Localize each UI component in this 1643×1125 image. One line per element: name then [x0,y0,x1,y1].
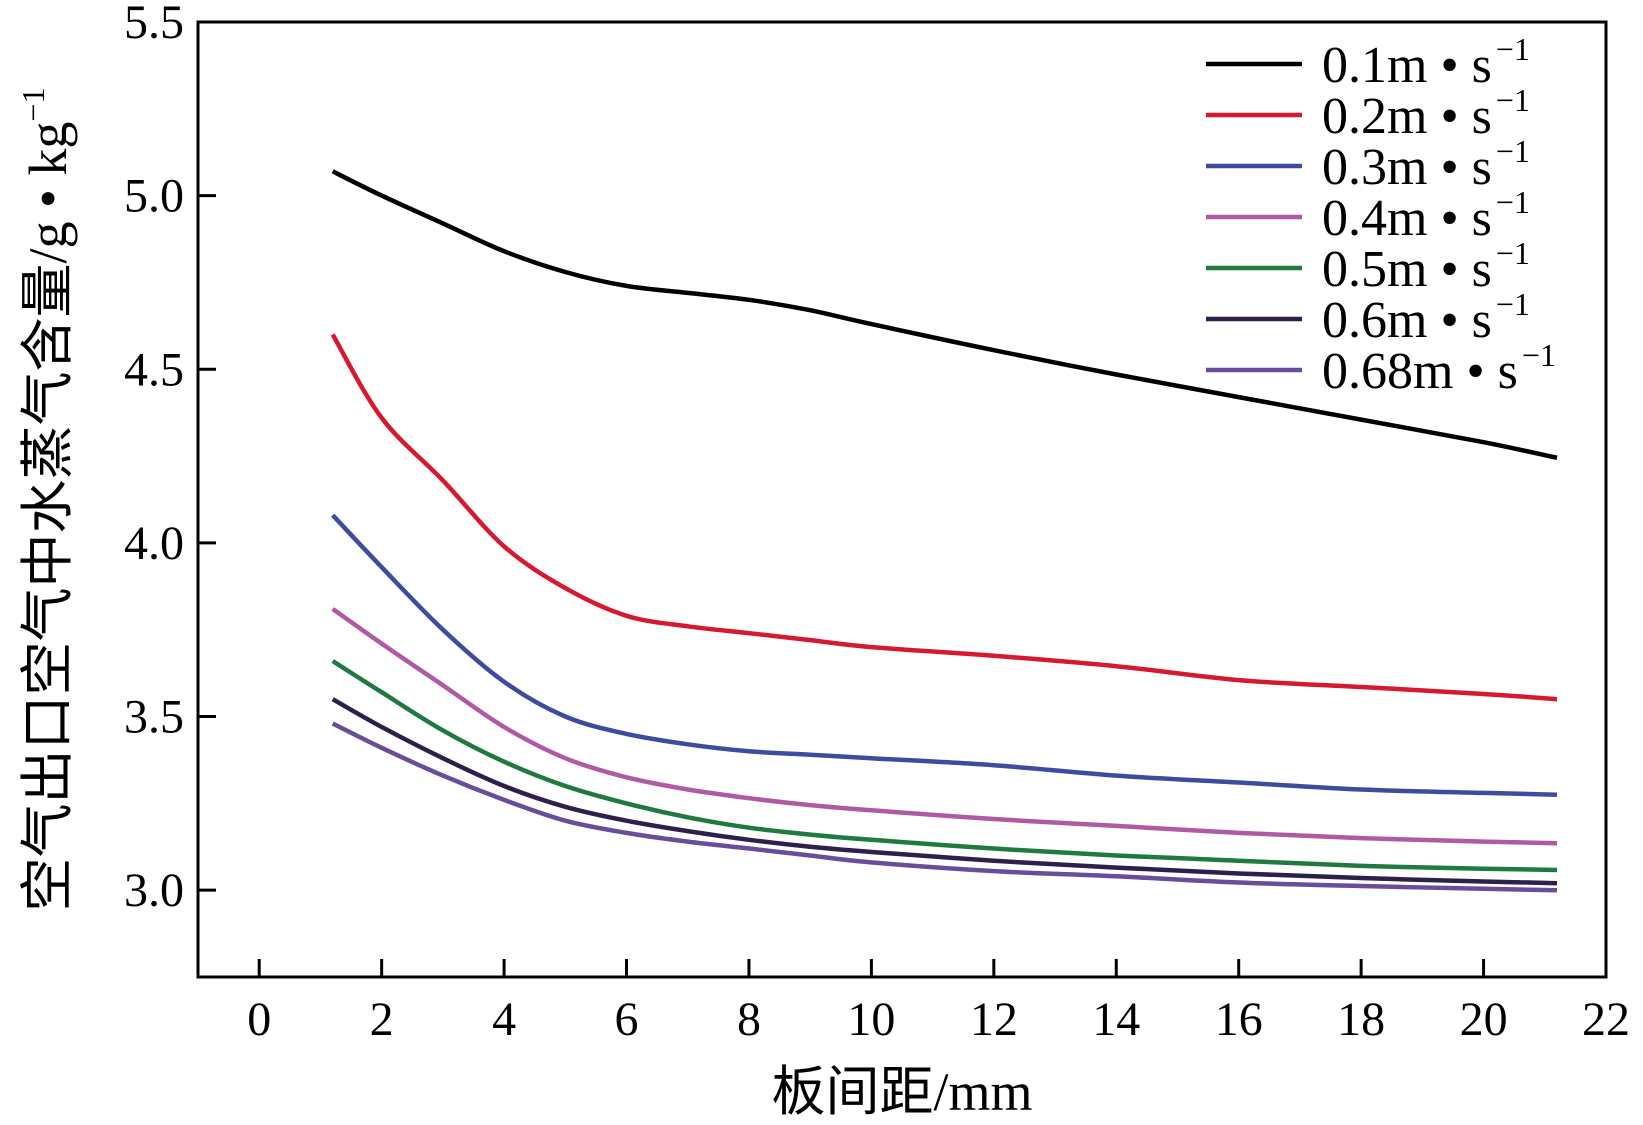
series-line-0.1 [331,169,1558,461]
x-axis-ticks: 0 2 4 6 8 10 12 14 16 18 20 22 [247,959,1630,1046]
y-tick-label: 4.5 [124,343,184,396]
series-line-0.2 [330,333,1558,702]
legend-label: 0.68m • s −1 [1322,337,1556,400]
x-tick-label: 8 [737,993,761,1046]
y-tick-label: 3.0 [124,864,184,917]
x-tick-label: 4 [492,993,516,1046]
x-axis-title: 板间距/mm [771,1062,1032,1122]
x-tick-label: 22 [1582,993,1630,1046]
legend-label: 0.2m • s −1 [1322,82,1530,145]
y-axis-ticks: 3.0 3.5 4.0 4.5 5.0 5.5 [124,0,216,917]
x-tick-label: 12 [970,993,1018,1046]
x-tick-label: 10 [847,993,895,1046]
y-tick-label: 5.0 [124,170,184,223]
series-layer [330,169,1558,893]
x-tick-label: 16 [1215,993,1263,1046]
series-line-0.68 [331,721,1558,893]
y-axis-title-main: 空气出口空气中水蒸气含量/g • kg [18,122,78,912]
y-axis-title-sup: −1 [15,88,51,122]
series-line-0.3 [331,513,1558,797]
x-tick-label: 2 [370,993,394,1046]
x-tick-label: 0 [247,993,271,1046]
x-tick-label: 14 [1092,993,1140,1046]
x-tick-label: 6 [615,993,639,1046]
legend-label: 0.5m • s −1 [1322,235,1530,298]
series-line-0.4 [331,607,1558,846]
series-line-0.5 [331,659,1558,873]
x-tick-label: 18 [1337,993,1385,1046]
legend-label: 0.6m • s −1 [1322,286,1530,349]
legend-label: 0.1m • s −1 [1322,31,1530,94]
plot-frame [196,20,1608,979]
series-line-0.6 [331,697,1558,886]
y-tick-label: 4.0 [124,517,184,570]
legend: 0.1m • s −10.2m • s −10.3m • s −10.4m • s −1… [1206,31,1556,400]
x-tick-label: 20 [1460,993,1508,1046]
y-tick-label: 3.5 [124,691,184,744]
y-tick-label: 5.5 [124,0,184,49]
legend-label: 0.3m • s −1 [1322,133,1530,196]
legend-label: 0.4m • s −1 [1322,184,1530,247]
y-axis-title: 空气出口空气中水蒸气含量/g • kg−1 [15,88,78,912]
